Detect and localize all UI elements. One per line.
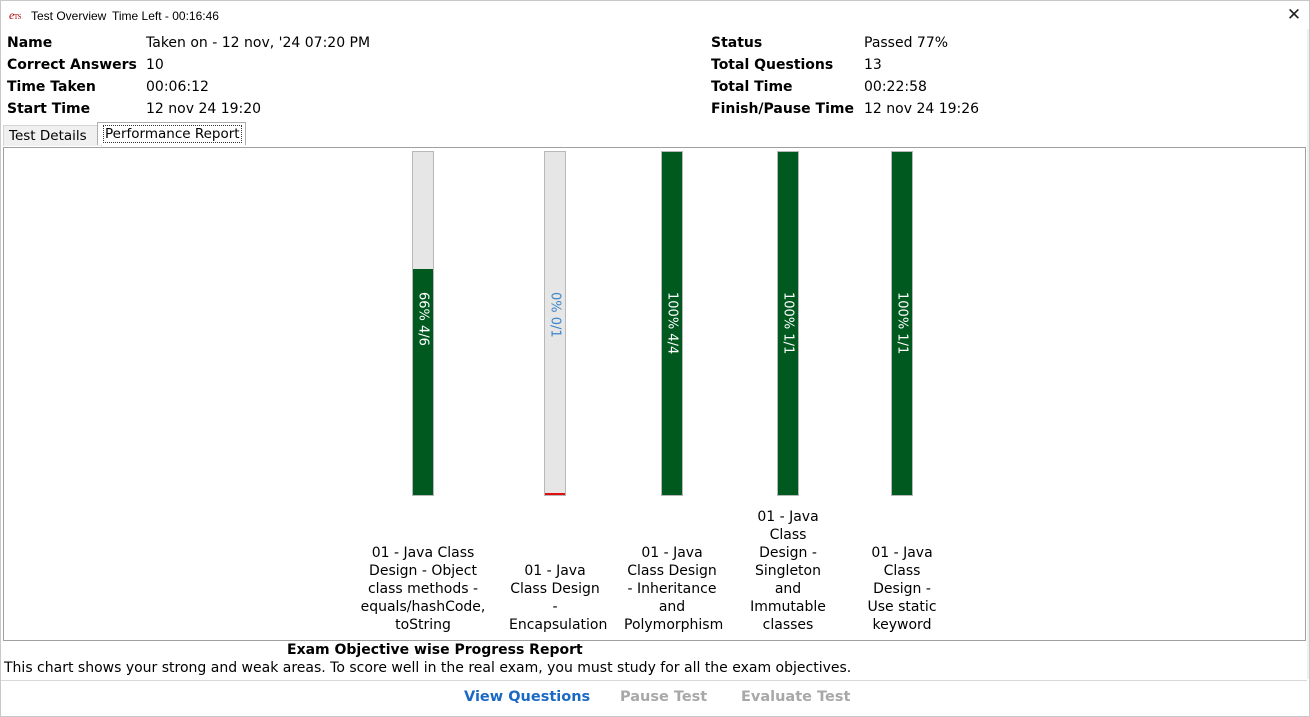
pause-test-button[interactable]: Pause Test	[620, 689, 708, 705]
chart-bar-data-label: 100% 4/4	[664, 292, 680, 355]
chart-category-line: Design -	[759, 545, 817, 561]
summary-label: Name	[7, 35, 53, 51]
chart-category-line: Use static	[867, 599, 937, 615]
summary-value-status: Passed 77%	[864, 35, 949, 51]
chart-category-line: 01 - Java	[641, 545, 703, 561]
footer-divider	[1, 680, 1307, 681]
chart-category-label: 01 - Java Class Design - Inheritance and Pol…	[624, 544, 724, 634]
summary-value-finish: 12 nov 24 19:26	[864, 101, 980, 117]
summary-row-start: Start Time	[7, 101, 90, 117]
chart-category-label: 01 - Java Class Design - Encapsulation	[509, 562, 608, 634]
summary-value-start: 12 nov 24 19:20	[146, 101, 262, 117]
chart-category-label: 01 - Java Class Design - Object class meth…	[358, 544, 488, 634]
zero-marker	[545, 493, 565, 495]
chart-bar-data-label: 66% 4/6	[415, 292, 431, 346]
window-title: Test Overview	[31, 9, 107, 23]
summary-value-total-questions: 13	[864, 57, 882, 73]
chart-bar-data-label: 100% 1/1	[894, 292, 910, 355]
chart-category-line: Class Design	[627, 563, 717, 579]
summary-label: Status	[711, 35, 763, 51]
summary-row-total-questions: Total Questions	[711, 57, 833, 73]
report-title: Exam Objective wise Progress Report	[287, 642, 583, 658]
summary-row-finish: Finish/Pause Time	[711, 101, 854, 117]
chart-category-line: Singleton	[755, 563, 821, 579]
chart-category-line: keyword	[872, 617, 932, 633]
summary-label: Start Time	[7, 101, 91, 117]
chart-bar: 100% 1/1	[777, 151, 799, 496]
chart-bar: 100% 4/4	[661, 151, 683, 496]
chart-category-line: class methods -	[367, 581, 479, 597]
chart-bar-data-label: 0% 0/1	[547, 292, 563, 338]
summary-row-name: Name	[7, 35, 52, 51]
chart-category-line: 01 - Java	[524, 563, 586, 579]
summary-value-time-taken: 00:06:12	[146, 79, 209, 95]
chart-bar-fill	[778, 152, 798, 495]
tab-test-details[interactable]: Test Details	[3, 125, 102, 146]
chart-category-line: Encapsulation	[509, 617, 608, 633]
chart-category-line: Polymorphism	[624, 617, 724, 633]
chart-category-label: 01 - Java Class Design - Singleton and Immuta…	[748, 508, 828, 634]
evaluate-test-button[interactable]: Evaluate Test	[741, 689, 851, 705]
report-description: This chart shows your strong and weak ar…	[4, 660, 852, 676]
tab-label: Performance Report	[103, 125, 242, 143]
summary-value-name: Taken on - 12 nov, '24 07:20 PM	[146, 35, 371, 51]
chart-bar-data-label: 100% 1/1	[780, 292, 796, 355]
chart-category-label: 01 - Java Class Design - Use static keyword	[862, 544, 942, 634]
close-icon[interactable]: ✕	[1286, 5, 1302, 24]
title-bar: eTS Test Overview Time Left - 00:16:46 ✕	[1, 1, 1309, 29]
summary-row-total-time: Total Time	[711, 79, 793, 95]
tab-performance-report[interactable]: Performance Report	[97, 122, 246, 145]
chart-bar: 0% 0/1	[544, 151, 566, 496]
summary-value-total-time: 00:22:58	[864, 79, 927, 95]
summary-label: Total Time	[711, 79, 793, 95]
chart-category-line: Immutable	[750, 599, 826, 615]
chart-bar-fill	[892, 152, 912, 495]
ets-logo-icon: eTS	[9, 8, 22, 22]
chart-bar: 100% 1/1	[891, 151, 913, 496]
chart-category-line: classes	[762, 617, 814, 633]
chart-category-line: toString	[395, 617, 451, 633]
chart-bar-fill	[413, 268, 433, 495]
chart-category-line: and	[774, 581, 802, 597]
scrollbar-track	[1307, 29, 1309, 679]
chart-category-line: -	[552, 599, 558, 615]
chart-category-line: Design - Object	[369, 563, 477, 579]
summary-label: Finish/Pause Time	[711, 101, 854, 117]
summary-label: Correct Answers	[7, 57, 137, 73]
chart-category-line: Design -	[873, 581, 931, 597]
summary-value-correct: 10	[146, 57, 164, 73]
chart-bar: 66% 4/6	[412, 151, 434, 496]
chart-category-line: equals/hashCode,	[360, 599, 486, 615]
chart-category-line: - Inheritance	[627, 581, 717, 597]
chart-bar-fill	[662, 152, 682, 495]
chart-category-line: Class Design	[510, 581, 600, 597]
summary-row-status: Status	[711, 35, 762, 51]
summary-label: Time Taken	[7, 79, 96, 95]
chart-category-line: Class	[769, 527, 807, 543]
summary-row-correct: Correct Answers	[7, 57, 137, 73]
chart-category-line: 01 - Java	[757, 509, 819, 525]
summary-label: Total Questions	[711, 57, 834, 73]
chart-category-line: 01 - Java Class	[371, 545, 475, 561]
chart-category-line: and	[658, 599, 686, 615]
chart-category-line: 01 - Java	[871, 545, 933, 561]
summary-row-time-taken: Time Taken	[7, 79, 96, 95]
performance-chart: 66% 4/6 01 - Java Class Design - Object cla…	[3, 147, 1306, 641]
time-left: Time Left - 00:16:46	[112, 9, 219, 23]
view-questions-button[interactable]: View Questions	[464, 689, 591, 705]
chart-category-line: Class	[883, 563, 921, 579]
